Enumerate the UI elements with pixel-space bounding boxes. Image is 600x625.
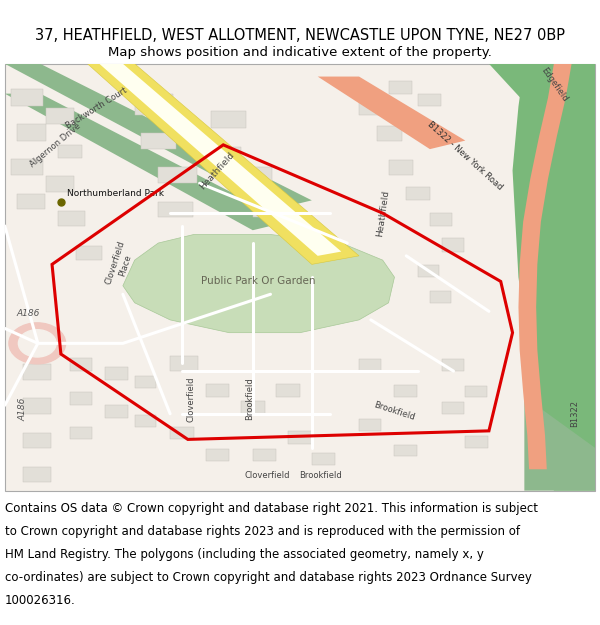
Bar xyxy=(466,436,488,448)
Text: Cloverfield
Place: Cloverfield Place xyxy=(104,240,136,289)
Bar xyxy=(406,187,430,201)
Bar xyxy=(253,449,277,461)
Polygon shape xyxy=(99,64,341,256)
Bar xyxy=(158,202,193,217)
Bar xyxy=(430,291,451,302)
Bar xyxy=(466,386,487,397)
Bar xyxy=(359,359,382,371)
Bar xyxy=(211,147,241,162)
Bar xyxy=(442,402,464,414)
Bar xyxy=(46,108,74,124)
Text: Heathfield: Heathfield xyxy=(375,189,391,237)
Bar xyxy=(418,265,439,278)
Text: Backworth Court: Backworth Court xyxy=(64,86,128,131)
Text: 37, HEATHFIELD, WEST ALLOTMENT, NEWCASTLE UPON TYNE, NE27 0BP: 37, HEATHFIELD, WEST ALLOTMENT, NEWCASTL… xyxy=(35,28,565,43)
Text: Algernon Drive: Algernon Drive xyxy=(28,121,82,169)
Text: A186: A186 xyxy=(18,398,27,421)
Bar xyxy=(105,367,128,379)
Bar xyxy=(76,246,102,260)
Polygon shape xyxy=(123,234,394,332)
Bar xyxy=(430,213,452,226)
Bar xyxy=(23,398,51,414)
Polygon shape xyxy=(518,64,572,469)
Text: Contains OS data © Crown copyright and database right 2021. This information is : Contains OS data © Crown copyright and d… xyxy=(5,502,538,515)
Bar xyxy=(23,467,51,482)
Polygon shape xyxy=(5,94,288,230)
Bar xyxy=(241,401,265,414)
Bar xyxy=(442,238,464,252)
Bar xyxy=(389,81,412,94)
Bar xyxy=(134,376,156,388)
Circle shape xyxy=(19,330,56,357)
Bar xyxy=(11,159,43,175)
Text: Cloverfield: Cloverfield xyxy=(186,376,195,422)
Bar xyxy=(17,194,45,209)
Bar xyxy=(23,432,51,448)
Bar xyxy=(206,384,229,397)
Bar xyxy=(105,405,128,418)
Bar xyxy=(17,124,46,141)
Bar xyxy=(134,414,156,427)
Bar xyxy=(206,449,229,461)
Text: to Crown copyright and database rights 2023 and is reproduced with the permissio: to Crown copyright and database rights 2… xyxy=(5,524,520,538)
Text: B1322 - New York Road: B1322 - New York Road xyxy=(426,119,505,191)
Bar xyxy=(70,392,92,405)
Bar xyxy=(394,444,417,456)
Bar xyxy=(277,384,300,397)
Bar xyxy=(211,111,245,128)
Bar xyxy=(377,126,401,141)
Text: Heathfield: Heathfield xyxy=(198,150,236,191)
Polygon shape xyxy=(524,397,595,491)
Text: Northumberland Park: Northumberland Park xyxy=(67,189,164,199)
Bar xyxy=(58,211,85,226)
Bar xyxy=(170,356,199,371)
Bar xyxy=(389,160,413,175)
Polygon shape xyxy=(5,64,312,209)
Polygon shape xyxy=(512,64,595,491)
Bar xyxy=(359,101,384,115)
Text: Public Park Or Garden: Public Park Or Garden xyxy=(202,276,316,286)
Text: Edgefield: Edgefield xyxy=(539,66,569,104)
Polygon shape xyxy=(88,64,359,264)
Bar xyxy=(11,89,43,106)
Bar xyxy=(253,203,281,217)
Circle shape xyxy=(9,323,65,364)
Text: Cloverfield: Cloverfield xyxy=(245,471,290,480)
Bar xyxy=(23,364,51,379)
Text: Brookfield: Brookfield xyxy=(299,471,342,480)
Bar xyxy=(134,94,173,115)
Bar xyxy=(170,427,194,439)
Bar xyxy=(241,167,272,183)
Polygon shape xyxy=(318,76,466,149)
Bar xyxy=(394,385,417,397)
Text: Brookfield: Brookfield xyxy=(373,401,416,422)
Bar xyxy=(418,94,440,106)
Text: Brookfield: Brookfield xyxy=(245,378,254,420)
Bar xyxy=(58,145,82,158)
Text: Map shows position and indicative extent of the property.: Map shows position and indicative extent… xyxy=(108,46,492,59)
Bar xyxy=(70,427,92,439)
Bar xyxy=(140,133,176,149)
Polygon shape xyxy=(489,64,595,149)
Text: A186: A186 xyxy=(17,309,40,318)
Text: co-ordinates) are subject to Crown copyright and database rights 2023 Ordnance S: co-ordinates) are subject to Crown copyr… xyxy=(5,571,532,584)
Bar xyxy=(359,419,382,431)
Bar xyxy=(442,359,464,371)
Text: 100026316.: 100026316. xyxy=(5,594,76,606)
Bar xyxy=(288,431,312,444)
Text: HM Land Registry. The polygons (including the associated geometry, namely x, y: HM Land Registry. The polygons (includin… xyxy=(5,548,484,561)
Bar xyxy=(70,358,92,371)
Bar xyxy=(46,176,74,192)
Bar xyxy=(158,167,197,183)
Bar xyxy=(312,453,335,465)
Text: B1322: B1322 xyxy=(570,400,579,428)
